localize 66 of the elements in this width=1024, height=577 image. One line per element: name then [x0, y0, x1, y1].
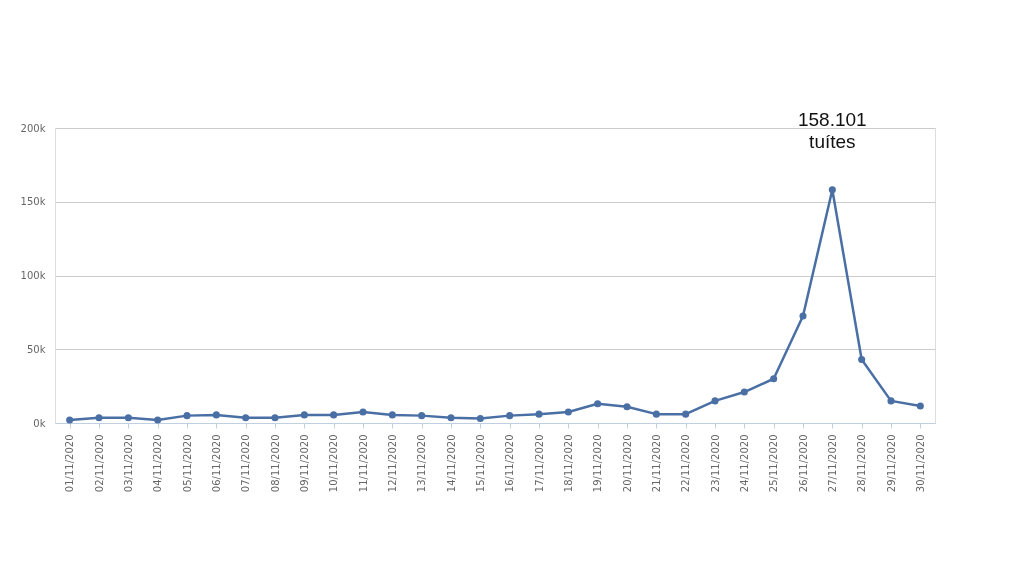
point: [388, 411, 396, 419]
point: [418, 412, 426, 420]
point: [330, 411, 338, 419]
x-tick-label: 08/11/2020: [269, 434, 281, 493]
x-tick-label: 11/11/2020: [357, 434, 369, 493]
point: [154, 416, 162, 424]
point: [212, 411, 220, 419]
y-tick-label: 200k: [20, 122, 46, 134]
point: [828, 186, 836, 194]
point: [682, 410, 690, 418]
x-tick-label: 17/11/2020: [533, 434, 545, 493]
annotation: 158.101 tuítes: [797, 108, 867, 152]
point: [564, 408, 572, 416]
point: [271, 414, 279, 422]
point: [242, 414, 250, 422]
x-tick-label: 26/11/2020: [797, 434, 809, 493]
x-tick-label: 14/11/2020: [445, 434, 457, 493]
point: [623, 403, 631, 411]
point: [594, 400, 602, 408]
point: [858, 356, 866, 364]
point: [300, 411, 308, 419]
point: [770, 375, 778, 383]
x-tick-label: 21/11/2020: [650, 434, 662, 493]
x-tick-label: 18/11/2020: [562, 434, 574, 493]
x-tick-label: 25/11/2020: [768, 434, 780, 493]
point: [652, 410, 660, 418]
x-tick-label: 20/11/2020: [621, 434, 633, 493]
point: [124, 414, 132, 422]
x-tick-label: 23/11/2020: [709, 434, 721, 493]
x-tick-label: 10/11/2020: [328, 434, 340, 493]
x-tick-label: 06/11/2020: [210, 434, 222, 493]
x-tick-label: 07/11/2020: [240, 434, 252, 493]
x-tick-label: 22/11/2020: [680, 434, 692, 493]
x-tick-label: 01/11/2020: [64, 434, 76, 493]
x-tick-label: 27/11/2020: [826, 434, 838, 493]
point: [447, 414, 455, 422]
point: [740, 388, 748, 396]
point: [799, 312, 807, 320]
y-tick-label: 0k: [33, 417, 46, 429]
point: [887, 397, 895, 405]
x-tick-label: 13/11/2020: [416, 434, 428, 493]
x-tick-label: 24/11/2020: [738, 434, 750, 493]
x-tick-label: 15/11/2020: [474, 434, 486, 493]
x-tick-label: 19/11/2020: [592, 434, 604, 493]
x-tick-label: 16/11/2020: [504, 434, 516, 493]
y-tick-label: 150k: [20, 196, 46, 208]
y-tick-label: 50k: [26, 343, 46, 355]
point: [711, 397, 719, 405]
point: [476, 415, 484, 423]
x-tick-label: 04/11/2020: [152, 434, 164, 493]
x-tick-label: 09/11/2020: [298, 434, 310, 493]
x-tick-label: 03/11/2020: [122, 434, 134, 493]
point: [916, 402, 924, 410]
x-tick-label: 28/11/2020: [856, 434, 868, 493]
point: [506, 412, 514, 420]
y-tick-label: 100k: [20, 270, 46, 281]
x-tick-label: 12/11/2020: [386, 434, 398, 493]
point: [95, 414, 103, 422]
x-tick-label: 05/11/2020: [181, 434, 193, 493]
x-tick-label: 02/11/2020: [93, 434, 105, 493]
point: [183, 412, 191, 420]
x-tick-label: 29/11/2020: [885, 434, 897, 493]
point: [535, 410, 543, 418]
point: [66, 416, 74, 424]
point: [359, 408, 367, 416]
x-tick-label: 30/11/2020: [914, 434, 926, 493]
